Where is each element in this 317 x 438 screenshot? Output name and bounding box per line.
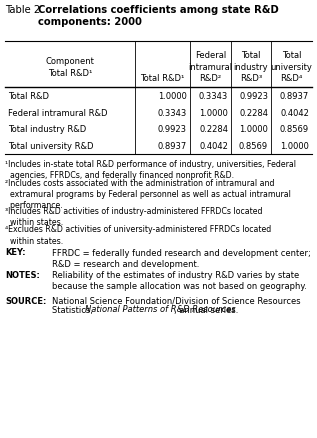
Text: SOURCE:: SOURCE: <box>5 296 46 305</box>
Text: FFRDC = federally funded research and development center;
R&D = research and dev: FFRDC = federally funded research and de… <box>52 248 311 268</box>
Text: Federal intramural R&D: Federal intramural R&D <box>8 108 107 117</box>
Text: 0.8569: 0.8569 <box>280 125 309 134</box>
Text: 0.8937: 0.8937 <box>158 142 187 151</box>
Text: 1.0000: 1.0000 <box>280 142 309 151</box>
Text: Total: Total <box>282 51 301 60</box>
Text: industry: industry <box>234 63 268 71</box>
Text: Reliability of the estimates of industry R&D varies by state
because the sample : Reliability of the estimates of industry… <box>52 270 307 290</box>
Text: NOTES:: NOTES: <box>5 270 40 279</box>
Text: Total R&D¹: Total R&D¹ <box>48 69 92 78</box>
Text: Correlations coefficients among state R&D
components: 2000: Correlations coefficients among state R&… <box>38 5 279 27</box>
Text: Total R&D: Total R&D <box>8 92 49 101</box>
Text: 0.9923: 0.9923 <box>239 92 268 101</box>
Text: Federal: Federal <box>195 51 226 60</box>
Text: R&D²: R&D² <box>199 74 222 83</box>
Text: 0.4042: 0.4042 <box>280 108 309 117</box>
Text: National Science Foundation/Division of Science Resources: National Science Foundation/Division of … <box>52 296 301 305</box>
Text: 0.9923: 0.9923 <box>158 125 187 134</box>
Text: intramural: intramural <box>188 63 233 71</box>
Text: 0.2284: 0.2284 <box>199 125 228 134</box>
Text: 0.3343: 0.3343 <box>158 108 187 117</box>
Text: 0.3343: 0.3343 <box>199 92 228 101</box>
Text: Statistics,: Statistics, <box>52 305 95 314</box>
Text: ²Includes costs associated with the administration of intramural and
  extramura: ²Includes costs associated with the admi… <box>5 179 291 210</box>
Text: Component: Component <box>46 57 94 65</box>
Text: 0.2284: 0.2284 <box>239 108 268 117</box>
Text: ⁴Excludes R&D activities of university-administered FFRDCs located
  within stat: ⁴Excludes R&D activities of university-a… <box>5 225 271 245</box>
Text: Total R&D¹: Total R&D¹ <box>140 74 185 83</box>
Text: 0.8569: 0.8569 <box>239 142 268 151</box>
Text: 1.0000: 1.0000 <box>239 125 268 134</box>
Text: 0.4042: 0.4042 <box>199 142 228 151</box>
Text: Total: Total <box>241 51 261 60</box>
Text: Total university R&D: Total university R&D <box>8 142 94 151</box>
Text: R&D³: R&D³ <box>240 74 262 83</box>
Text: National Patterns of R&D Resources: National Patterns of R&D Resources <box>85 305 236 314</box>
Text: 0.8937: 0.8937 <box>280 92 309 101</box>
Text: 1.0000: 1.0000 <box>158 92 187 101</box>
Text: ³Includes R&D activities of industry-administered FFRDCs located
  within states: ³Includes R&D activities of industry-adm… <box>5 206 262 226</box>
Text: KEY:: KEY: <box>5 248 26 257</box>
Text: Table 2.: Table 2. <box>5 5 47 15</box>
Text: Total industry R&D: Total industry R&D <box>8 125 86 134</box>
Text: R&D⁴: R&D⁴ <box>280 74 303 83</box>
Text: ¹Includes in-state total R&D performance of industry, universities, Federal
  ag: ¹Includes in-state total R&D performance… <box>5 159 296 180</box>
Text: 1.0000: 1.0000 <box>199 108 228 117</box>
Text: university: university <box>271 63 313 71</box>
Text: , annual series.: , annual series. <box>174 305 238 314</box>
